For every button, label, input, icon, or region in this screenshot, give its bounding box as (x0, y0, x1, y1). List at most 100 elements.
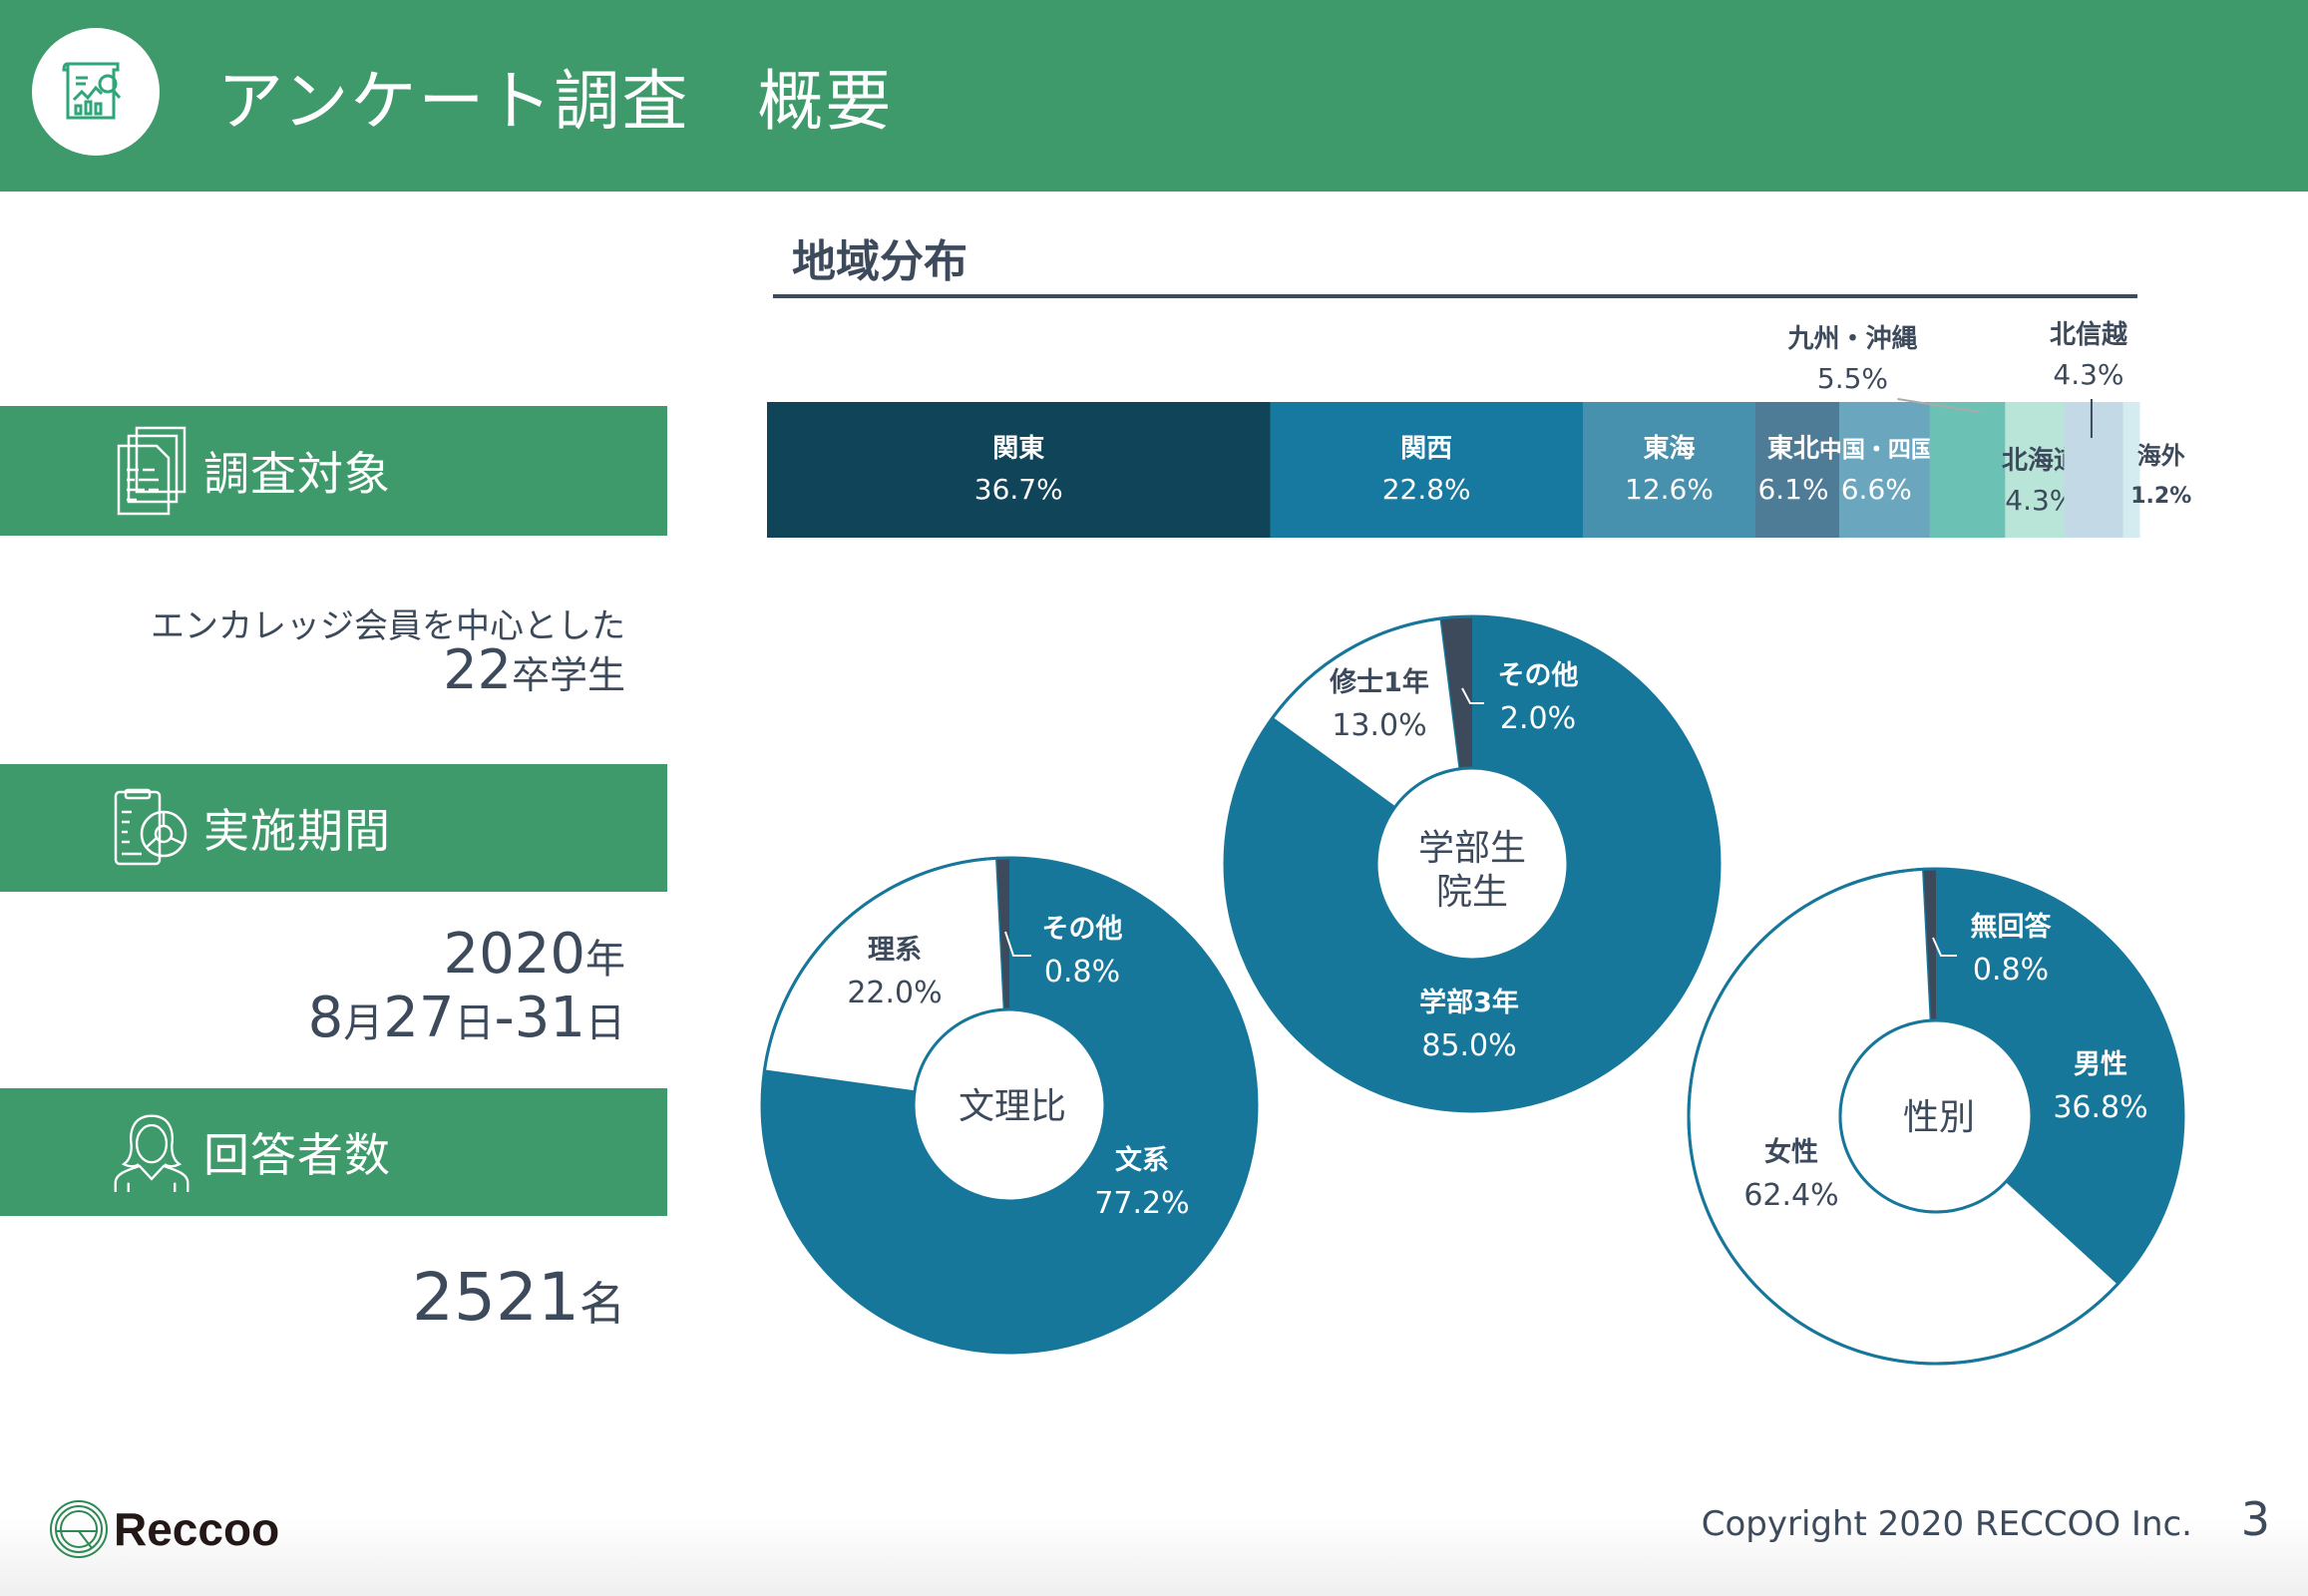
donut-outline (1223, 614, 1722, 1113)
bar-value-label: 12.6% (1625, 473, 1714, 506)
period-month: 8 (307, 986, 344, 1050)
period-month-unit: 月 (343, 1000, 384, 1046)
header-bar: アンケート調査 概要 (0, 0, 2308, 192)
donut-outline (1687, 867, 2185, 1366)
respondents-count: 2521名 (412, 1259, 625, 1336)
bar-value-label: 6.6% (1841, 473, 1912, 506)
period-day-unit: 日 (454, 1000, 495, 1046)
title-underline (773, 294, 2137, 298)
donut-slice (1936, 869, 2184, 1284)
donut-chart: 文系 77.2% 理系 22.0% その他 0.8% 文理比 (760, 856, 1259, 1355)
leader-line (1897, 398, 1980, 413)
donut-center-label: 文理比 (959, 1086, 1066, 1127)
period-day-end-unit: 日 (585, 1000, 625, 1046)
page-number: 3 (2240, 1492, 2270, 1546)
bar-segment (1270, 402, 1584, 538)
donut-category-label: 学部3年 (1419, 987, 1519, 1018)
leader-line (1932, 937, 1957, 957)
bar-value-label: 36.7% (974, 473, 1063, 506)
bar-category-label: 東北 (1767, 434, 1819, 464)
donut-center-label: 院生 (1436, 872, 1508, 913)
bar-value-label: 1.2% (2130, 484, 2191, 509)
period-year: 2020年 (443, 922, 625, 987)
section-header-target: 調査対象 (0, 406, 667, 536)
page-title: アンケート調査 概要 (217, 63, 894, 140)
donut-value-label: 2.0% (1500, 701, 1576, 736)
bar-segment (1755, 402, 1840, 538)
period-year-unit: 年 (585, 937, 625, 983)
footer (0, 1466, 2308, 1596)
leader-line (1004, 931, 1031, 957)
bar-segment (2005, 402, 2065, 538)
donut-category-label: 男性 (2074, 1049, 2127, 1080)
donut-slice (996, 858, 1009, 1010)
bar-category-label: 東海 (1643, 434, 1695, 464)
region-chart-title: 地域分布 (792, 236, 967, 287)
target-description: エンカレッジ会員を中心とした (151, 606, 625, 646)
donut-value-label: 62.4% (1743, 1178, 1838, 1213)
donut-category-label: 無回答 (1971, 911, 2053, 943)
donut-slice (1224, 616, 1720, 1111)
period-year-value: 2020 (443, 922, 585, 987)
donut-hole (1838, 1018, 2034, 1214)
reccoo-logo-icon (50, 1500, 108, 1558)
bar-value-label: 4.3% (2053, 358, 2123, 391)
clipboard-chart-icon (112, 782, 192, 874)
period-dates: 8月27日-31日 (308, 986, 625, 1050)
bar-segment (767, 402, 1271, 538)
brand-logo: Reccoo (48, 1498, 279, 1560)
bar-category-label: 九州・沖縄 (1786, 324, 1917, 354)
bar-segment (2064, 402, 2124, 538)
donut-category-label: その他 (1498, 660, 1579, 691)
respondents-unit: 名 (579, 1277, 625, 1331)
bar-segment (1582, 402, 1756, 538)
copyright: Copyright 2020 RECCOO Inc. (1701, 1504, 2192, 1544)
donut-value-label: 85.0% (1421, 1028, 1516, 1063)
survey-report-icon (32, 28, 160, 156)
donut-value-label: 0.8% (1973, 953, 2049, 988)
bar-value-label: 5.5% (1817, 362, 1888, 395)
donut-center-label: 学部生 (1418, 828, 1526, 869)
section-label-target: 調査対象 (203, 447, 391, 501)
bar-category-label: 海外 (2137, 442, 2185, 470)
bar-category-label: 北信越 (2050, 320, 2128, 350)
donut-chart: 男性 36.8% 女性 62.4% 無回答 0.8% 性別 (1687, 867, 2185, 1366)
donut-outline (760, 856, 1259, 1355)
section-label-respondents: 回答者数 (203, 1128, 391, 1182)
target-year-number: 22 (443, 638, 512, 701)
respondents-value: 2521 (412, 1259, 579, 1336)
target-year-suffix: 卒学生 (511, 653, 625, 697)
donut-category-label: その他 (1042, 914, 1123, 945)
bar-value-label: 22.8% (1382, 473, 1471, 506)
donut-slice (1440, 616, 1472, 769)
bar-segment (1838, 402, 1931, 538)
bar-value-label: 6.1% (1757, 473, 1828, 506)
bar-category-label: 関西 (1400, 434, 1452, 464)
donut-value-label: 0.8% (1044, 955, 1120, 990)
bar-category-label: 関東 (992, 434, 1044, 464)
donut-center-label: 性別 (1903, 1097, 1975, 1138)
period-separator: - (494, 986, 515, 1050)
donut-category-label: 文系 (1115, 1144, 1169, 1176)
donut-category-label: 女性 (1764, 1136, 1818, 1168)
donut-category-label: 理系 (868, 935, 922, 966)
donut-slice (761, 858, 1257, 1354)
person-icon (112, 1106, 192, 1198)
bar-category-label: 中国・四国 (1819, 437, 1934, 463)
donut-slice (1923, 868, 1936, 1021)
period-day-end: 31 (514, 986, 585, 1050)
bar-segment (1929, 402, 2006, 538)
donut-value-label: 13.0% (1332, 708, 1426, 743)
donut-category-label: 修士1年 (1329, 666, 1429, 698)
section-header-period: 実施期間 (0, 764, 667, 892)
donut-value-label: 36.8% (2053, 1090, 2147, 1125)
donut-value-label: 77.2% (1094, 1186, 1189, 1221)
brand-name: Reccoo (114, 1503, 280, 1555)
region-bar-chart: 関東 36.7% 関西 22.8% 東海 12.6% 東北 6.1% 中国・四国 6.6% 九州・沖… (767, 320, 2191, 538)
donut-hole (912, 1007, 1107, 1203)
section-label-period: 実施期間 (203, 804, 391, 858)
section-header-respondents: 回答者数 (0, 1088, 667, 1216)
target-grade: 22卒学生 (443, 638, 625, 701)
documents-icon (112, 425, 192, 517)
